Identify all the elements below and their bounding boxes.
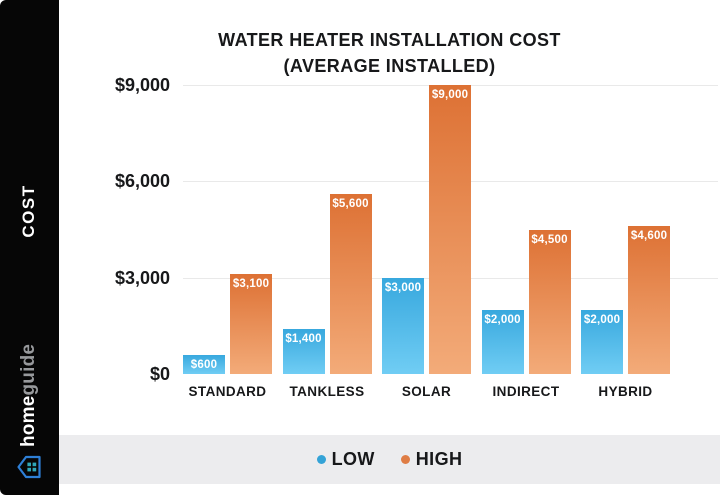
bar-high-tankless: $5,600 <box>329 194 372 374</box>
chart-title-line1: WATER HEATER INSTALLATION COST <box>218 30 561 51</box>
legend: LOW HIGH <box>59 435 720 484</box>
legend-label: LOW <box>331 449 375 469</box>
brand-word-home: home <box>18 395 39 447</box>
chart-title: WATER HEATER INSTALLATION COST (AVERAGE I… <box>59 27 720 79</box>
x-axis-category-label: HYBRID <box>598 384 653 399</box>
legend-item-low: LOW <box>316 449 375 470</box>
bar-value-label: $5,600 <box>332 198 369 211</box>
legend-dot-low <box>316 455 326 464</box>
sidebar: COST homeguide <box>0 0 59 495</box>
bar-low-indirect: $2,000 <box>481 309 524 374</box>
bar-value-label: $600 <box>190 358 218 371</box>
brand-wordmark: homeguide <box>18 344 40 447</box>
brand-homeguide: homeguide <box>14 330 44 480</box>
x-axis-category-label: SOLAR <box>401 384 452 399</box>
y-axis-title: COST <box>19 184 38 238</box>
bar-low-tankless: $1,400 <box>282 329 325 374</box>
bar-value-label: $2,000 <box>583 313 621 326</box>
bar-value-label: $4,500 <box>531 233 568 246</box>
chart-title-line2: (AVERAGE INSTALLED) <box>283 56 496 77</box>
y-axis-tick-label: $0 <box>149 364 170 384</box>
bar-value-label: $4,600 <box>630 230 668 243</box>
brand-word-guide: guide <box>18 343 39 396</box>
bar-high-hybrid: $4,600 <box>628 226 670 374</box>
legend-item-high: HIGH <box>400 449 463 470</box>
legend-dot-high <box>400 455 410 464</box>
bar-value-label: $1,400 <box>285 333 322 346</box>
legend-label: HIGH <box>415 449 463 469</box>
bar-low-hybrid: $2,000 <box>581 309 623 374</box>
bar-high-standard: $3,100 <box>230 274 272 374</box>
bar-low-solar: $3,000 <box>382 277 424 374</box>
bar-high-indirect: $4,500 <box>528 229 571 374</box>
y-axis-tick-label: $6,000 <box>114 171 170 192</box>
x-axis-category-label: STANDARD <box>188 384 267 399</box>
bar-value-label: $2,000 <box>484 313 521 326</box>
homeguide-house-icon <box>16 454 42 480</box>
x-axis-category-label: INDIRECT <box>492 384 560 399</box>
y-axis-tick-label: $3,000 <box>114 267 170 288</box>
x-axis-category-label: TANKLESS <box>289 384 365 399</box>
bar-high-solar: $9,000 <box>429 85 471 374</box>
bar-low-standard: $600 <box>183 354 225 374</box>
bar-value-label: $9,000 <box>431 89 469 101</box>
y-axis-tick-label: $9,000 <box>114 75 170 95</box>
bar-value-label: $3,100 <box>232 278 270 291</box>
bar-value-label: $3,000 <box>384 281 422 294</box>
